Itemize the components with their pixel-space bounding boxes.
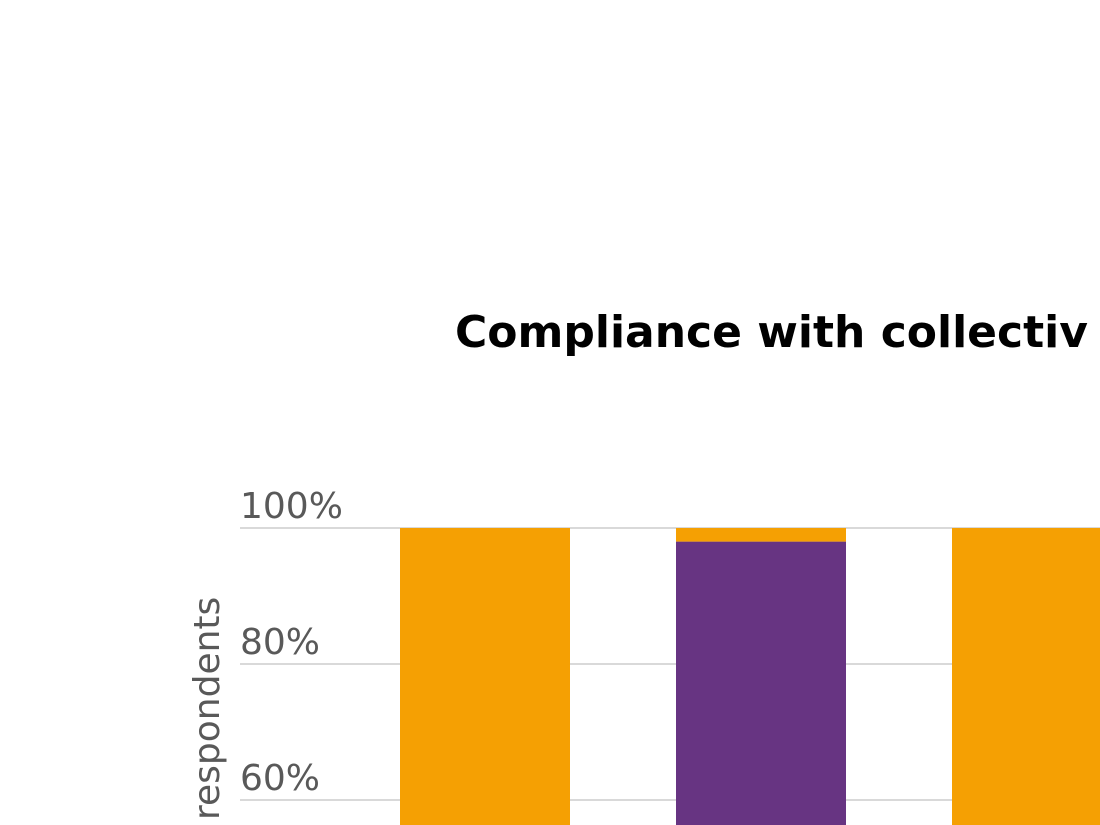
chart-title: Compliance with collectiv [455,307,1088,358]
y-tick-label: 100% [240,486,343,527]
y-tick-label: 60% [240,758,320,799]
y-tick-label: 80% [240,622,320,663]
y-tick-labels: 60% 80% 100% [240,486,343,799]
y-axis-label: respondents [187,597,228,820]
bar-1 [400,528,570,825]
bar-3-segment-1 [952,528,1100,825]
bar-1-segment-1 [400,528,570,825]
bar-3 [952,528,1100,825]
bars [400,528,1100,825]
bar-2-segment-2 [676,528,846,542]
bar-2 [676,528,846,825]
bar-2-segment-1 [676,541,846,825]
